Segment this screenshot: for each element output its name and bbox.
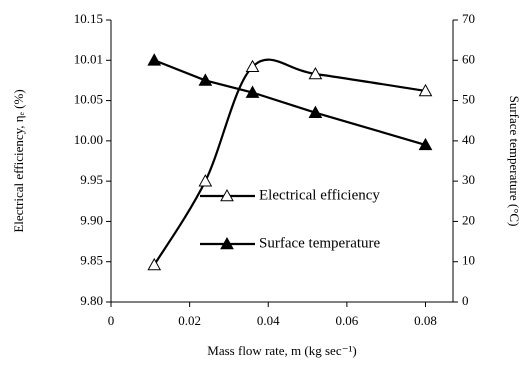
y2-axis-title: Surface temperature (°C)	[507, 96, 522, 227]
legend-label: Electrical efficiency	[259, 187, 380, 203]
series-line	[153, 58, 426, 266]
marker	[308, 66, 323, 80]
y2-tick-label: 0	[462, 293, 469, 308]
y-axis-title: Electrical efficiency, ηₑ (%)	[11, 89, 26, 232]
legend-marker	[220, 188, 234, 202]
marker	[418, 137, 433, 151]
marker	[198, 73, 213, 86]
y-tick-label: 10.15	[74, 11, 103, 26]
marker	[418, 83, 433, 97]
x-tick-label: 0.04	[257, 313, 280, 328]
marker	[147, 257, 162, 271]
marker	[147, 53, 162, 66]
marker	[308, 105, 323, 118]
marker	[245, 85, 260, 98]
y-tick-label: 10.05	[74, 92, 103, 107]
series-line	[153, 59, 426, 146]
legend-label: Surface temperature	[259, 235, 381, 251]
legend-marker	[220, 236, 234, 250]
x-tick-label: 0	[108, 313, 115, 328]
y-tick-label: 10.00	[74, 132, 103, 147]
y-tick-label: 9.85	[80, 253, 103, 268]
marker	[245, 59, 260, 73]
y2-tick-label: 10	[462, 253, 475, 268]
y2-tick-label: 50	[462, 92, 475, 107]
y-tick-label: 9.95	[80, 172, 103, 187]
y2-tick-label: 30	[462, 172, 475, 187]
x-tick-label: 0.02	[178, 313, 201, 328]
x-axis-title: Mass flow rate, m (kg sec⁻¹)	[207, 343, 356, 358]
y-tick-label: 10.01	[74, 51, 103, 66]
y2-tick-label: 20	[462, 212, 475, 227]
y-tick-label: 9.80	[80, 293, 103, 308]
axes-frame	[110, 20, 454, 303]
y-tick-label: 9.90	[80, 212, 103, 227]
y2-tick-label: 60	[462, 51, 475, 66]
x-tick-label: 0.08	[414, 313, 437, 328]
x-tick-label: 0.06	[335, 313, 358, 328]
marker	[198, 174, 213, 187]
y2-tick-label: 70	[462, 11, 475, 26]
y2-tick-label: 40	[462, 132, 475, 147]
